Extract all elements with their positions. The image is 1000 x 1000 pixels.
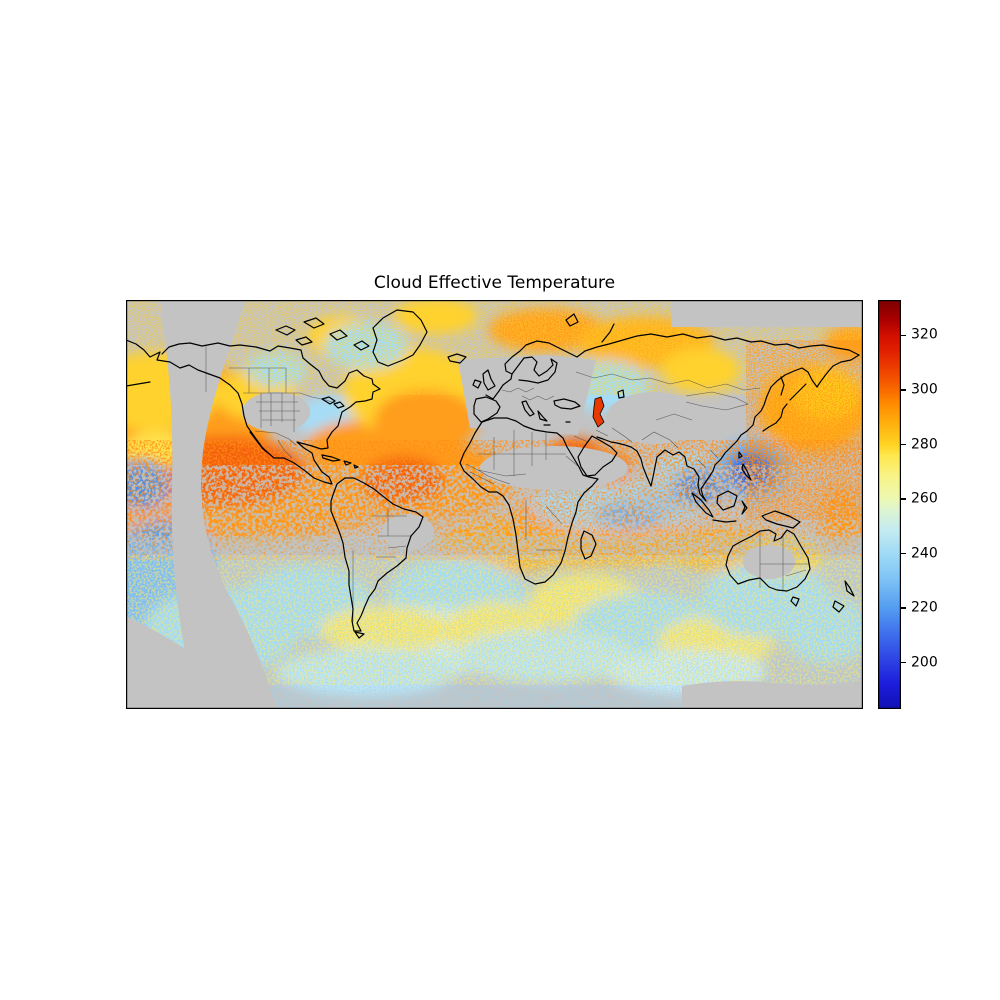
map-svg: [89, 298, 884, 709]
no-data-arctic-asia: [671, 300, 863, 327]
colorbar-tick-mark: [901, 334, 906, 337]
no-data-bottom-right: [682, 680, 863, 709]
colorbar-tick-mark: [901, 661, 906, 664]
orbit-gap-hourglass: [160, 300, 276, 709]
no-data-bottom-left: [126, 616, 250, 709]
colorbar-tick-label: 280: [911, 436, 938, 453]
colorbar-tick-mark: [901, 443, 906, 446]
country-borders: [205, 345, 810, 622]
colorbar-tick-label: 260: [911, 490, 938, 507]
colorbar-tick-label: 320: [911, 327, 938, 344]
no-data-australia: [743, 545, 795, 579]
map-frame: [126, 300, 863, 709]
no-data-central-asia: [606, 392, 702, 444]
colorbar-tick-mark: [901, 498, 906, 500]
colorbar-frame: [878, 300, 901, 709]
colorbar-tick-mark: [901, 389, 906, 391]
colorbar-gradient: [878, 300, 901, 709]
no-data-europe: [458, 355, 596, 435]
world-map: [89, 298, 884, 709]
colorbar-tick-mark: [901, 552, 906, 555]
no-data-mask: [126, 300, 863, 709]
colorbar-tick-mark: [901, 607, 906, 609]
colorbar-tick-label: 220: [911, 599, 938, 616]
colorbar-tick-label: 300: [911, 381, 938, 398]
colorbar-tick-label: 200: [911, 654, 938, 671]
plot-title: Cloud Effective Temperature: [373, 273, 616, 293]
coastlines: [125, 309, 860, 639]
speckle-texture: [126, 300, 863, 709]
colorbar-tick-label: 240: [911, 545, 938, 562]
no-data-western-us: [242, 392, 310, 432]
colorbar-svg: [878, 300, 901, 709]
caspian-sea: [592, 396, 605, 428]
colorbar: [878, 300, 901, 709]
no-data-sahara: [480, 446, 628, 490]
